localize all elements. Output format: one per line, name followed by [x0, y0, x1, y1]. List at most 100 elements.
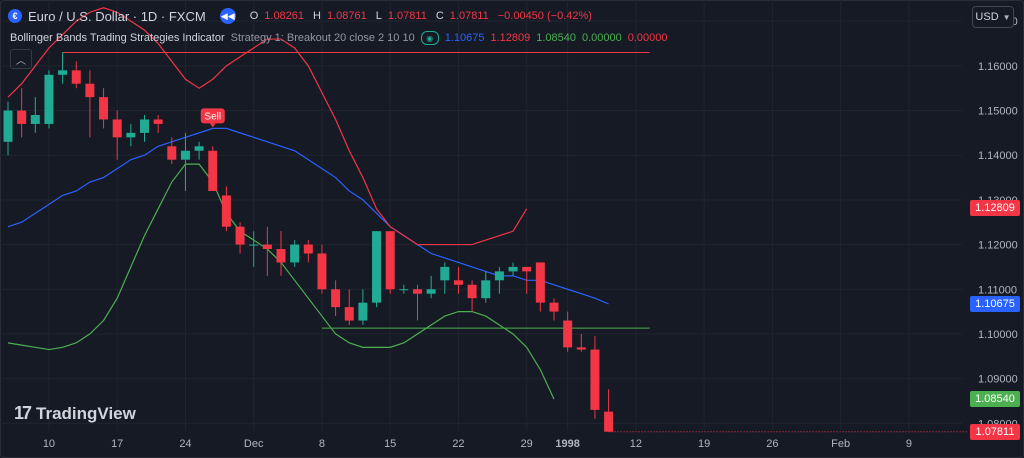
price-tag: 1.07811	[970, 423, 1020, 440]
candle-body[interactable]	[235, 226, 245, 245]
candle-body[interactable]	[399, 289, 409, 291]
indicator-value-sell: 0.00000	[627, 32, 668, 44]
indicator-params: Strategy 1: Breakout 20 close 2 10 10	[230, 32, 415, 44]
candle-body[interactable]	[453, 280, 463, 285]
candle-body[interactable]	[58, 70, 68, 75]
candle-body[interactable]	[249, 244, 259, 246]
candle-body[interactable]	[317, 253, 327, 290]
candle-body[interactable]	[71, 70, 81, 84]
open-key: O	[249, 10, 259, 22]
low-value: 1.07811	[387, 10, 427, 22]
indicator-value-upper: 1.12809	[490, 32, 531, 44]
candle-body[interactable]	[276, 249, 286, 263]
candle-body[interactable]	[590, 349, 600, 410]
x-tick-label: 22	[452, 438, 464, 450]
tradingview-watermark: 17 TradingView	[14, 403, 136, 424]
indicator-name[interactable]: Bollinger Bands Trading Strategies Indic…	[10, 32, 225, 44]
candle-body[interactable]	[112, 119, 122, 138]
candle-body[interactable]	[30, 115, 40, 124]
candle-body[interactable]	[99, 97, 109, 120]
candle-body[interactable]	[290, 244, 300, 263]
candle-body[interactable]	[535, 262, 545, 303]
candle-body[interactable]	[3, 110, 13, 142]
x-tick-label: 8	[319, 438, 325, 450]
grid	[0, 0, 962, 430]
y-tick-label: 1.11000	[978, 284, 1017, 296]
x-tick-label: 24	[179, 438, 191, 450]
x-tick-label: Dec	[244, 438, 264, 450]
x-tick-label: 9	[906, 438, 912, 450]
candle-body[interactable]	[467, 284, 477, 299]
y-tick-label: 1.16000	[978, 61, 1018, 73]
price-axis[interactable]: 1.170001.160001.150001.140001.130001.120…	[978, 16, 1018, 430]
candle-body[interactable]	[208, 150, 218, 191]
visibility-icon[interactable]: ◉	[420, 31, 439, 45]
candle-body[interactable]	[385, 231, 395, 290]
candle-body[interactable]	[85, 83, 95, 98]
x-tick-label: Feb	[831, 438, 850, 450]
x-tick-label: 29	[521, 438, 533, 450]
time-axis[interactable]: 10 17 24 Dec 8 15 22 29 1998 12 19 26 Feb 9	[43, 438, 912, 450]
tradingview-logo-icon: 17	[14, 403, 32, 423]
candle-body[interactable]	[221, 195, 231, 227]
candle-body[interactable]	[481, 280, 491, 299]
candle-body[interactable]	[522, 266, 532, 272]
candle-body[interactable]	[563, 320, 573, 348]
indicator-legend[interactable]: Bollinger Bands Trading Strategies Indic…	[10, 30, 668, 46]
candle-body[interactable]	[140, 119, 149, 133]
candle-body[interactable]	[426, 289, 436, 294]
candles[interactable]	[3, 52, 614, 432]
indicator-value-buy: 0.00000	[581, 32, 622, 44]
candle-body[interactable]	[44, 74, 54, 124]
y-tick-label: 1.12000	[978, 240, 1018, 252]
candle-body[interactable]	[413, 289, 422, 294]
x-tick-label: 10	[43, 438, 55, 450]
high-value: 1.08761	[326, 10, 367, 22]
currency-button[interactable]: USD ▼	[972, 6, 1014, 28]
x-tick-label: 26	[766, 438, 778, 450]
candle-body[interactable]	[508, 266, 518, 272]
candle-body[interactable]	[494, 271, 504, 281]
replay-icon[interactable]: ◀◀	[219, 8, 236, 24]
sell-marker-label: Sell	[204, 111, 221, 122]
currency-label: USD	[975, 11, 999, 23]
candle-body[interactable]	[344, 307, 354, 321]
candle-body[interactable]	[372, 231, 382, 303]
currency-flag-icon: €	[8, 9, 22, 23]
price-tag: 1.12809	[970, 200, 1020, 217]
candle-body[interactable]	[576, 347, 586, 350]
candle-body[interactable]	[358, 302, 368, 321]
x-tick-label: 12	[630, 438, 642, 450]
candle-body[interactable]	[17, 110, 27, 124]
low-key: L	[375, 10, 382, 22]
x-tick-label: 17	[111, 438, 123, 450]
candle-body[interactable]	[331, 289, 341, 308]
chevron-up-icon: ︿	[16, 55, 26, 67]
high-key: H	[313, 10, 321, 22]
symbol-title[interactable]: Euro / U.S. Dollar · 1D · FXCM	[28, 8, 206, 24]
symbol-header: € Euro / U.S. Dollar · 1D · FXCM ◀◀ O 1.0…	[8, 7, 595, 25]
annotations: Sell	[200, 108, 225, 128]
chevron-down-icon: ▼	[1002, 12, 1011, 22]
x-tick-label: 1998	[555, 438, 579, 450]
candle-body[interactable]	[153, 119, 163, 124]
candle-body[interactable]	[604, 411, 614, 432]
candle-body[interactable]	[194, 146, 204, 151]
close-value: 1.07811	[449, 10, 489, 22]
y-tick-label: 1.10000	[978, 329, 1018, 341]
collapse-legend-button[interactable]: ︿	[10, 49, 32, 69]
candle-body[interactable]	[167, 146, 177, 160]
candle-body[interactable]	[440, 266, 450, 281]
price-tag: 1.08540	[970, 391, 1020, 408]
level-lines	[62, 51, 968, 433]
candle-body[interactable]	[126, 132, 136, 138]
open-value: 1.08261	[264, 10, 305, 22]
band-line	[7, 127, 609, 305]
close-key: C	[435, 10, 444, 22]
candle-body[interactable]	[262, 244, 272, 250]
candle-body[interactable]	[549, 302, 559, 312]
candle-body[interactable]	[180, 150, 190, 160]
indicator-value-basis: 1.10675	[444, 32, 485, 44]
candle-body[interactable]	[303, 244, 313, 254]
